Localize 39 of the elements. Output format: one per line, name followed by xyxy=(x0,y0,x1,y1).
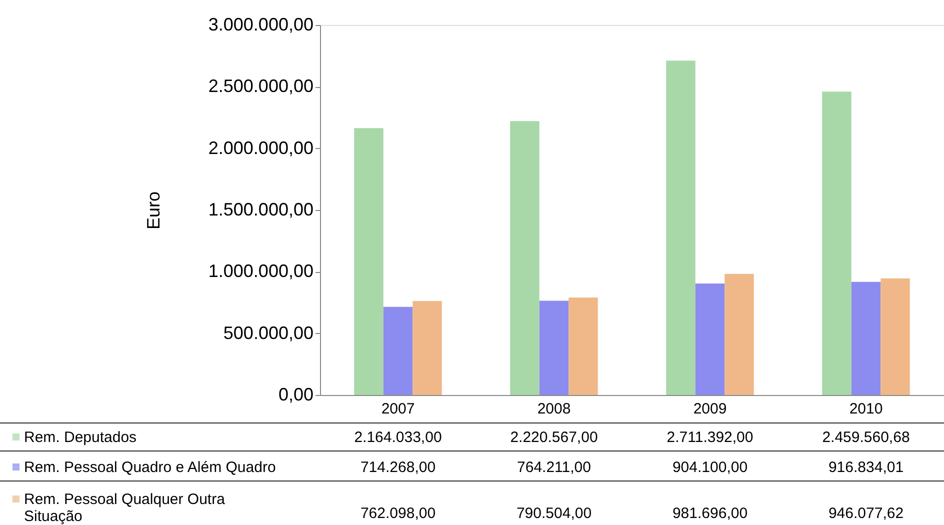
bar xyxy=(354,128,384,395)
data-label: 904.100,00 xyxy=(672,459,748,476)
data-label: 2.459.560,68 xyxy=(822,429,910,446)
bar xyxy=(412,301,442,395)
data-label: 2.164.033,00 xyxy=(354,429,442,446)
legend-label: Rem. Pessoal Qualquer Outra Situação xyxy=(24,491,226,525)
data-label: 2.220.567,00 xyxy=(510,429,598,446)
data-label: 790.504,00 xyxy=(516,505,592,522)
x-tick-label: 2009 xyxy=(693,400,727,418)
legend-label: Rem. Pessoal Quadro e Além Quadro xyxy=(24,459,276,476)
data-label: 2.711.392,00 xyxy=(666,429,754,446)
bar xyxy=(880,278,910,395)
bar xyxy=(724,274,754,395)
y-tick-label: 2.500.000,00 xyxy=(208,76,314,96)
bar xyxy=(695,283,725,395)
data-label: 916.834,01 xyxy=(828,459,904,476)
data-label: 946.077,62 xyxy=(828,505,904,522)
bar xyxy=(510,121,540,395)
y-tick-label: 2.000.000,00 xyxy=(208,138,314,158)
bar xyxy=(822,92,852,395)
data-label: 714.268,00 xyxy=(360,459,436,476)
legend-label: Rem. Deputados xyxy=(24,429,137,446)
y-tick-label: 0,00 xyxy=(278,384,314,404)
y-tick-label: 3.000.000,00 xyxy=(208,14,314,34)
x-tick-label: 2007 xyxy=(381,400,415,418)
y-tick-label: 1.500.000,00 xyxy=(208,200,314,220)
bar xyxy=(851,282,881,395)
bar xyxy=(666,60,696,395)
y-tick-label: 1.000.000,00 xyxy=(208,261,314,282)
bar xyxy=(539,300,569,395)
y-tick-label: 500.000,00 xyxy=(223,322,314,343)
x-tick-label: 2010 xyxy=(849,400,883,418)
data-label: 764.211,00 xyxy=(517,459,591,476)
data-label: 981.696,00 xyxy=(672,505,748,522)
data-label: 762.098,00 xyxy=(360,505,436,522)
bar xyxy=(568,298,598,395)
y-axis-title: Euro xyxy=(143,191,164,230)
x-tick-label: 2008 xyxy=(537,400,571,418)
bar xyxy=(383,306,413,395)
